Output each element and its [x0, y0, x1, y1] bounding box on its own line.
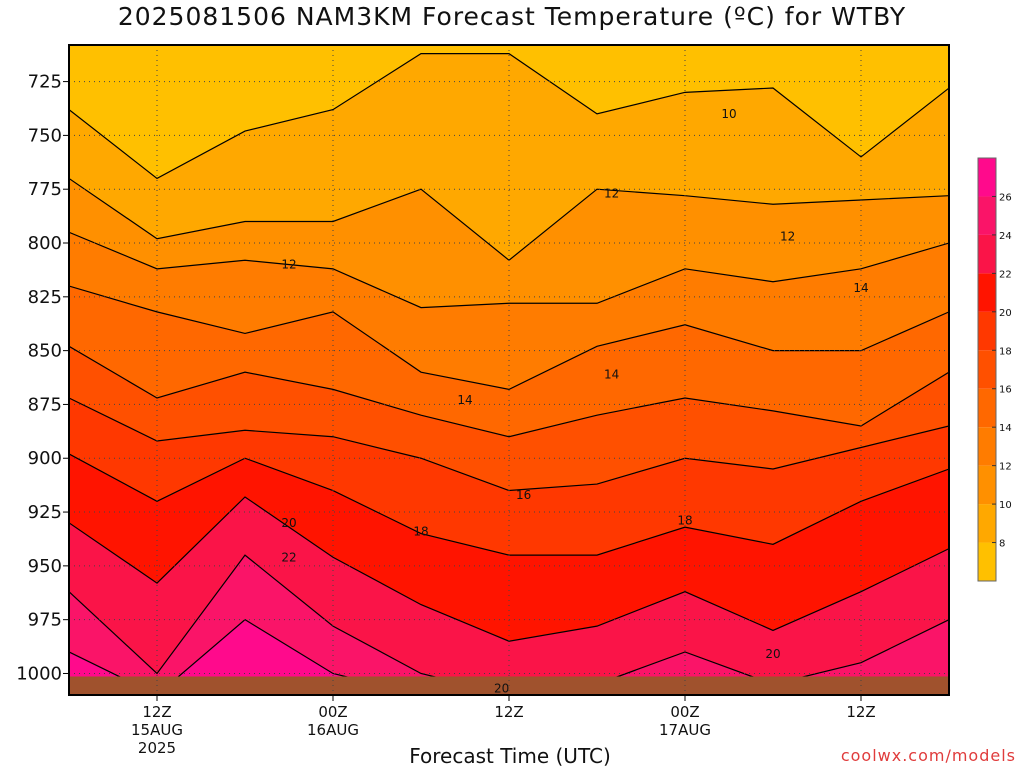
colorbar-tick-label: 8	[999, 539, 1005, 550]
y-tick-label: 775	[28, 179, 62, 200]
contour-label: 12	[281, 258, 296, 272]
colorbar-segment	[978, 465, 996, 505]
contour-label: 12	[604, 187, 619, 201]
colorbar-segment	[978, 350, 996, 389]
contour-labels: 10 12 12 12 14 14 14 16 18 18 20 20 20 22	[281, 107, 868, 696]
band-26-28	[69, 619, 949, 695]
band-18-20	[69, 397, 949, 556]
y-tick-label: 950	[28, 556, 62, 577]
y-tick-label: 875	[28, 394, 62, 415]
contour-label: 18	[677, 514, 692, 528]
contour-label: 14	[853, 281, 868, 295]
colorbar-tick-label: 14	[999, 423, 1012, 434]
band-6-8	[69, 45, 949, 179]
colorbar-segment	[978, 427, 996, 466]
colorbar-tick-label: 16	[999, 385, 1012, 396]
contour-label: 14	[457, 393, 472, 407]
contour-label: 12	[780, 230, 795, 244]
colorbar-frame	[977, 157, 997, 582]
contour-label: 10	[721, 107, 736, 121]
isotherm-12	[69, 231, 949, 309]
y-tick-label: 900	[28, 448, 62, 469]
y-tick-label: 725	[28, 72, 62, 93]
contour-label: 22	[281, 550, 296, 564]
x-tick-label: 12Z	[846, 703, 875, 721]
band-10-12	[69, 178, 949, 308]
colorbar-segment	[978, 273, 996, 312]
x-tick-label: 16AUG	[307, 721, 359, 739]
y-tick-label: 850	[28, 341, 62, 362]
contour-label: 20	[281, 516, 296, 530]
colorbar-tick-label: 12	[999, 462, 1012, 473]
colorbar-segment	[978, 542, 996, 581]
colorbar-tick-label: 26	[999, 192, 1012, 203]
chart-title: 2025081506 NAM3KM Forecast Temperature (…	[117, 2, 907, 31]
contour-label: 14	[604, 367, 619, 381]
colorbar-tick-label: 10	[999, 500, 1012, 511]
x-tick-label: 00Z	[318, 703, 347, 721]
x-tick-label: 12Z	[494, 703, 523, 721]
x-tick-label: 12Z	[142, 703, 171, 721]
x-tick-label: 17AUG	[659, 721, 711, 739]
colorbar-segment	[978, 311, 996, 351]
y-tick-label: 750	[28, 125, 62, 146]
contour-label: 16	[516, 488, 531, 502]
isotherm-14	[69, 285, 949, 390]
contour-label: 18	[413, 524, 428, 538]
band-22-24	[69, 496, 949, 695]
y-tick-label: 925	[28, 502, 62, 523]
colorbar-tick-label: 18	[999, 346, 1012, 357]
band-16-18	[69, 346, 949, 491]
colorbar-tick-label: 24	[999, 231, 1012, 242]
contour-label: 20	[494, 682, 509, 696]
isotherm-22	[69, 496, 949, 642]
y-axis: 725 750 775 800 825 850 875 900 925 950 975 1000	[16, 72, 69, 684]
band-8-10	[69, 53, 949, 261]
colorbar-segment	[978, 158, 996, 197]
colorbar-segment	[978, 196, 996, 235]
y-tick-label: 825	[28, 287, 62, 308]
colorbar-tick-label: 20	[999, 308, 1012, 319]
y-tick-label: 1000	[16, 663, 62, 684]
isotherm-16	[69, 345, 949, 438]
contour-label: 20	[765, 647, 780, 661]
isotherm-8	[69, 53, 949, 180]
x-tick-label: 00Z	[670, 703, 699, 721]
colorbar-segment	[978, 234, 996, 274]
band-20-22	[69, 453, 949, 642]
colorbar: 8 10 12 14 16 18 20 22 24 26	[977, 157, 1012, 582]
credit-text: coolwx.com/models	[840, 746, 1016, 765]
colorbar-tick-label: 22	[999, 269, 1012, 280]
y-tick-label: 800	[28, 233, 62, 254]
colorbar-segment	[978, 388, 996, 428]
x-tick-label: 15AUG	[131, 721, 183, 739]
band-14-16	[69, 286, 949, 437]
x-tick-label: 2025	[138, 739, 176, 757]
grid-lines	[69, 45, 949, 695]
x-axis-label: Forecast Time (UTC)	[409, 744, 611, 768]
colorbar-segment	[978, 504, 996, 543]
y-tick-label: 975	[28, 610, 62, 631]
